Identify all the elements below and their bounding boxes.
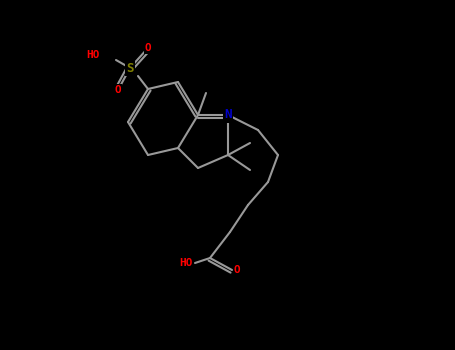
Text: O: O: [234, 265, 241, 275]
Text: HO: HO: [86, 50, 100, 60]
Text: O: O: [115, 85, 121, 95]
Text: N: N: [224, 108, 232, 121]
Text: S: S: [126, 62, 134, 75]
Text: HO: HO: [180, 258, 193, 268]
Text: O: O: [145, 43, 152, 53]
